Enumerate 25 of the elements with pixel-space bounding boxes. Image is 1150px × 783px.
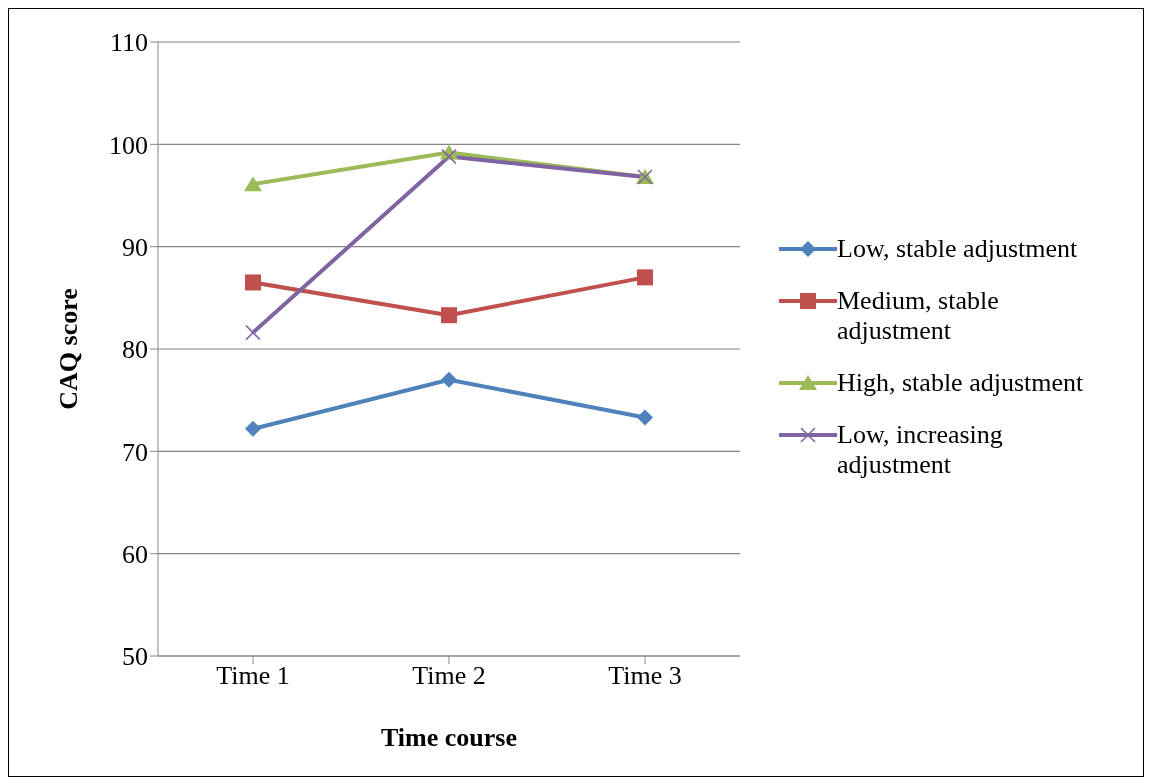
point [637,269,653,286]
point [245,274,261,291]
x-axis-title: Time course [381,723,517,752]
y-tick-label: 50 [122,642,148,672]
x-tick-label: Time 2 [412,661,486,691]
legend-label: High, stable adjustment [837,368,1084,398]
point [637,409,653,426]
y-tick-label: 60 [122,539,148,569]
y-tick-label: 100 [109,130,148,160]
point [245,420,261,437]
y-tick-label: 90 [122,232,148,262]
legend-label: Low, increasing adjustment [837,420,1004,480]
point [244,176,262,192]
y-tick-label: 80 [122,335,148,365]
legend-label: Low, stable adjustment [837,234,1078,264]
point [441,307,457,324]
point [441,148,457,165]
legend-label: Medium, stable adjustment [837,286,1000,346]
point [441,371,457,388]
y-tick-label: 70 [122,437,148,467]
x-tick-label: Time 3 [608,661,682,691]
y-axis-title: CAQ score [54,288,84,410]
point [245,324,261,341]
y-tick-label: 110 [109,28,148,58]
x-tick-label: Time 1 [216,661,290,691]
